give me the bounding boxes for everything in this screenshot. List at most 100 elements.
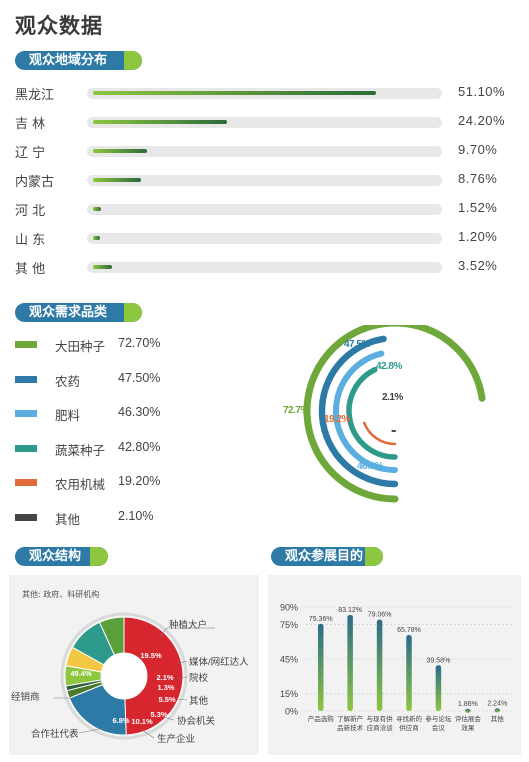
y-tick-label: 45%	[280, 655, 298, 665]
region-bar	[93, 236, 100, 240]
legend-swatch	[15, 479, 37, 486]
legend-item: 农药 47.50%	[15, 371, 215, 389]
region-name: 黑龙江	[15, 88, 55, 103]
region-track	[87, 233, 442, 244]
donut-value-label: 49.4%	[70, 669, 92, 678]
purpose-bar	[406, 634, 412, 711]
region-value-label: 1.20%	[458, 229, 498, 244]
y-tick-label: 75%	[280, 620, 298, 630]
legend-swatch	[15, 513, 37, 521]
region-bar	[93, 178, 142, 182]
region-bar	[93, 120, 227, 124]
donut-slice	[123, 616, 184, 736]
purpose-section-title: 观众参展目的	[285, 549, 364, 564]
structure-section-header: 观众结构	[15, 547, 108, 566]
region-name: 河 北	[15, 204, 46, 219]
region-row: 黑龙江 51.10%	[15, 83, 515, 103]
purpose-panel	[268, 575, 521, 755]
region-name: 吉 林	[15, 117, 46, 132]
legend-value: 72.70%	[118, 336, 161, 350]
purpose-value-label: 1.86%	[458, 701, 478, 708]
region-row: 其 他 3.52%	[15, 257, 515, 277]
legend-label: 其他	[55, 511, 81, 527]
legend-swatch	[15, 375, 37, 383]
ring-label: 46.3%	[357, 461, 383, 472]
legend-value: 2.10%	[118, 508, 154, 523]
structure-note: 其他: 政府、科研机构	[22, 590, 100, 599]
region-name: 山 东	[15, 233, 46, 248]
legend-item: 肥料 46.30%	[15, 405, 215, 423]
leader-line	[158, 627, 215, 639]
legend-label: 农用机械	[55, 477, 106, 492]
leader-line	[163, 716, 175, 721]
purpose-bar	[435, 665, 442, 711]
purpose-category-label: 参与论坛会议	[425, 714, 452, 732]
donut-value-label: 5.5%	[158, 695, 175, 704]
y-tick-label: 0%	[285, 707, 298, 717]
purpose-bar	[376, 619, 383, 711]
y-tick-label: 15%	[280, 689, 298, 699]
region-value-label: 9.70%	[458, 142, 498, 157]
region-value-label: 24.20%	[458, 113, 506, 128]
region-track	[87, 88, 442, 99]
donut-hole	[102, 654, 146, 698]
region-bar	[93, 149, 147, 153]
purpose-category-label: 其他	[491, 714, 505, 723]
region-track	[87, 146, 442, 157]
legend-swatch	[15, 410, 37, 417]
purpose-category-label: 评估展会效果	[455, 714, 482, 732]
legend-item: 其他 2.10%	[15, 509, 215, 527]
leader-line	[78, 727, 105, 734]
region-name: 辽 宁	[15, 146, 46, 161]
donut-category-label: 院校	[189, 672, 209, 684]
purpose-value-label: 65.78%	[397, 627, 421, 634]
ring-label: 2.1%	[382, 392, 403, 403]
donut-outline	[60, 612, 188, 740]
ring-label: 47.5%	[344, 339, 370, 350]
region-row: 山 东 1.20%	[15, 228, 515, 248]
purpose-value-label: 79.06%	[368, 612, 392, 619]
region-name: 其 他	[15, 262, 46, 277]
region-bar	[93, 265, 113, 269]
legend-label: 肥料	[55, 408, 81, 423]
region-row: 辽 宁 9.70%	[15, 141, 515, 161]
purpose-category-label: 了解新产品新技术	[337, 714, 364, 732]
ring-arc	[346, 366, 398, 460]
legend-swatch	[15, 341, 37, 348]
leader-line	[141, 729, 155, 739]
donut-value-label: 1.3%	[157, 683, 174, 692]
region-track	[87, 175, 442, 186]
legend-value: 46.30%	[118, 405, 161, 419]
purpose-section-header: 观众参展目的	[271, 547, 383, 566]
purpose-bar	[465, 708, 471, 713]
donut-value-label: 19.5%	[140, 651, 162, 660]
leader-line	[176, 660, 188, 665]
legend-value: 47.50%	[118, 370, 161, 385]
region-value-label: 8.76%	[458, 171, 498, 186]
legend-swatch	[15, 444, 37, 452]
ring-label: 19.2%	[324, 414, 350, 425]
purpose-category-label: 产品选购	[308, 714, 335, 723]
region-track	[87, 117, 442, 128]
ring-arc	[318, 335, 399, 488]
region-value-label: 3.52%	[458, 258, 498, 273]
region-track	[87, 262, 442, 273]
legend-item: 蔬菜种子 42.80%	[15, 440, 215, 458]
purpose-value-label: 2.24%	[487, 700, 507, 707]
legend-label: 农药	[55, 373, 81, 389]
ring-label: 42.8%	[376, 361, 402, 372]
purpose-category-label: 寻找新的供应商	[396, 714, 423, 732]
donut-category-label: 合作社代表	[31, 728, 79, 740]
region-bar	[93, 91, 376, 95]
ring-arc	[362, 421, 397, 446]
ring-arc	[333, 350, 398, 473]
ring-label: 72.7%	[283, 405, 309, 416]
purpose-bar	[494, 708, 501, 713]
legend-value: 19.20%	[118, 474, 161, 488]
purpose-category-label: 与现有供应商洽谈	[367, 714, 394, 732]
region-section-header: 观众地域分布	[15, 51, 142, 70]
legend-label: 大田种子	[55, 339, 106, 354]
donut-slice	[98, 616, 125, 656]
legend-item: 农用机械 19.20%	[15, 474, 215, 492]
region-name: 内蒙古	[15, 175, 55, 190]
